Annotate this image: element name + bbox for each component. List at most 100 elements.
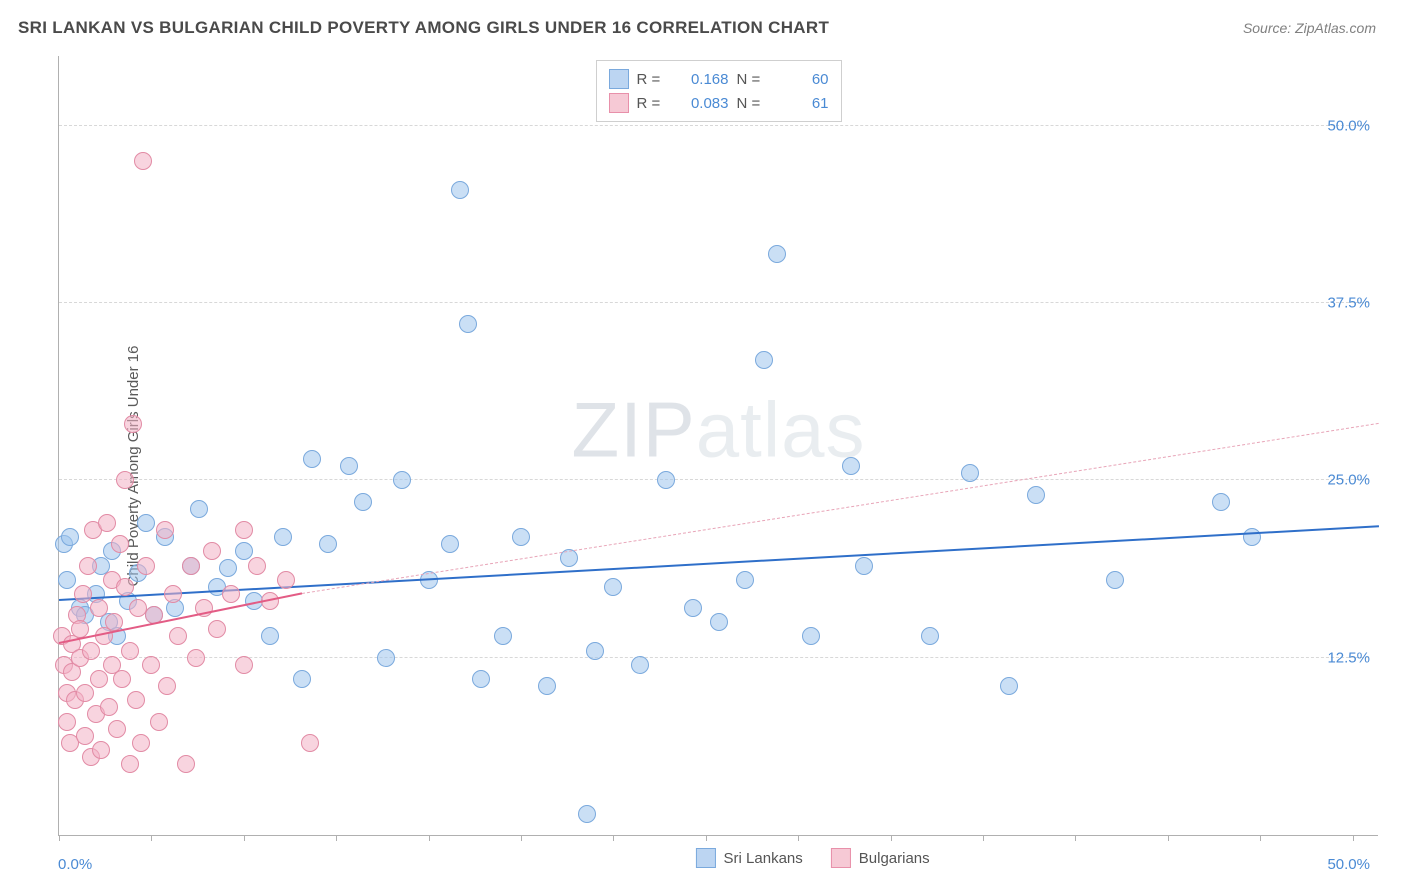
- data-point: [235, 542, 253, 560]
- data-point: [235, 521, 253, 539]
- data-point: [710, 613, 728, 631]
- data-point: [92, 741, 110, 759]
- data-point: [142, 656, 160, 674]
- legend-label: Bulgarians: [859, 850, 930, 867]
- data-point: [1106, 571, 1124, 589]
- x-tick: [706, 835, 707, 841]
- y-tick-label: 12.5%: [1327, 649, 1370, 666]
- data-point: [137, 514, 155, 532]
- data-point: [1212, 493, 1230, 511]
- data-point: [137, 557, 155, 575]
- data-point: [578, 805, 596, 823]
- data-point: [472, 670, 490, 688]
- data-point: [82, 642, 100, 660]
- data-point: [61, 528, 79, 546]
- data-point: [111, 535, 129, 553]
- legend-swatch: [609, 93, 629, 113]
- data-point: [58, 571, 76, 589]
- data-point: [277, 571, 295, 589]
- data-point: [150, 713, 168, 731]
- data-point: [293, 670, 311, 688]
- correlation-legend: R =0.168N =60R =0.083N =61: [596, 60, 842, 122]
- data-point: [219, 559, 237, 577]
- data-point: [121, 642, 139, 660]
- data-point: [203, 542, 221, 560]
- x-tick: [1353, 835, 1354, 841]
- x-tick: [1260, 835, 1261, 841]
- data-point: [319, 535, 337, 553]
- data-point: [855, 557, 873, 575]
- data-point: [684, 599, 702, 617]
- data-point: [248, 557, 266, 575]
- data-point: [657, 471, 675, 489]
- x-tick: [59, 835, 60, 841]
- data-point: [90, 599, 108, 617]
- legend-item: Sri Lankans: [696, 848, 803, 868]
- x-tick: [798, 835, 799, 841]
- x-axis-max-label: 50.0%: [1327, 856, 1370, 873]
- data-point: [132, 734, 150, 752]
- data-point: [235, 656, 253, 674]
- data-point: [274, 528, 292, 546]
- legend-swatch: [696, 848, 716, 868]
- series-legend: Sri Lankans Bulgarians: [696, 848, 930, 868]
- legend-swatch: [609, 69, 629, 89]
- legend-row: R =0.083N =61: [609, 91, 829, 115]
- watermark-part1: ZIP: [571, 385, 695, 473]
- x-tick: [429, 835, 430, 841]
- legend-row: R =0.168N =60: [609, 67, 829, 91]
- source-label: Source: ZipAtlas.com: [1243, 20, 1376, 36]
- data-point: [108, 720, 126, 738]
- data-point: [222, 585, 240, 603]
- x-tick: [1075, 835, 1076, 841]
- data-point: [190, 500, 208, 518]
- data-point: [802, 627, 820, 645]
- data-point: [113, 670, 131, 688]
- data-point: [169, 627, 187, 645]
- x-axis-min-label: 0.0%: [58, 856, 92, 873]
- legend-n-value: 60: [775, 71, 829, 88]
- data-point: [79, 557, 97, 575]
- watermark: ZIPatlas: [571, 384, 865, 475]
- gridline: [59, 657, 1369, 658]
- data-point: [127, 691, 145, 709]
- data-point: [494, 627, 512, 645]
- data-point: [921, 627, 939, 645]
- data-point: [158, 677, 176, 695]
- data-point: [631, 656, 649, 674]
- plot-area: ZIPatlas R =0.168N =60R =0.083N =61 12.5…: [58, 56, 1378, 836]
- data-point: [393, 471, 411, 489]
- legend-r-label: R =: [637, 71, 667, 88]
- x-tick: [336, 835, 337, 841]
- data-point: [768, 245, 786, 263]
- x-tick: [983, 835, 984, 841]
- data-point: [116, 471, 134, 489]
- gridline: [59, 479, 1369, 480]
- legend-n-label: N =: [737, 71, 767, 88]
- legend-r-value: 0.083: [675, 95, 729, 112]
- data-point: [177, 755, 195, 773]
- data-point: [58, 713, 76, 731]
- data-point: [116, 578, 134, 596]
- legend-label: Sri Lankans: [724, 850, 803, 867]
- data-point: [98, 514, 116, 532]
- data-point: [604, 578, 622, 596]
- data-point: [76, 727, 94, 745]
- data-point: [100, 698, 118, 716]
- data-point: [182, 557, 200, 575]
- data-point: [76, 684, 94, 702]
- legend-item: Bulgarians: [831, 848, 930, 868]
- data-point: [377, 649, 395, 667]
- chart-title: SRI LANKAN VS BULGARIAN CHILD POVERTY AM…: [18, 18, 829, 38]
- legend-r-label: R =: [637, 95, 667, 112]
- data-point: [121, 755, 139, 773]
- gridline: [59, 125, 1369, 126]
- data-point: [1243, 528, 1261, 546]
- data-point: [538, 677, 556, 695]
- data-point: [755, 351, 773, 369]
- data-point: [124, 415, 142, 433]
- y-tick-label: 50.0%: [1327, 117, 1370, 134]
- data-point: [301, 734, 319, 752]
- legend-swatch: [831, 848, 851, 868]
- data-point: [1000, 677, 1018, 695]
